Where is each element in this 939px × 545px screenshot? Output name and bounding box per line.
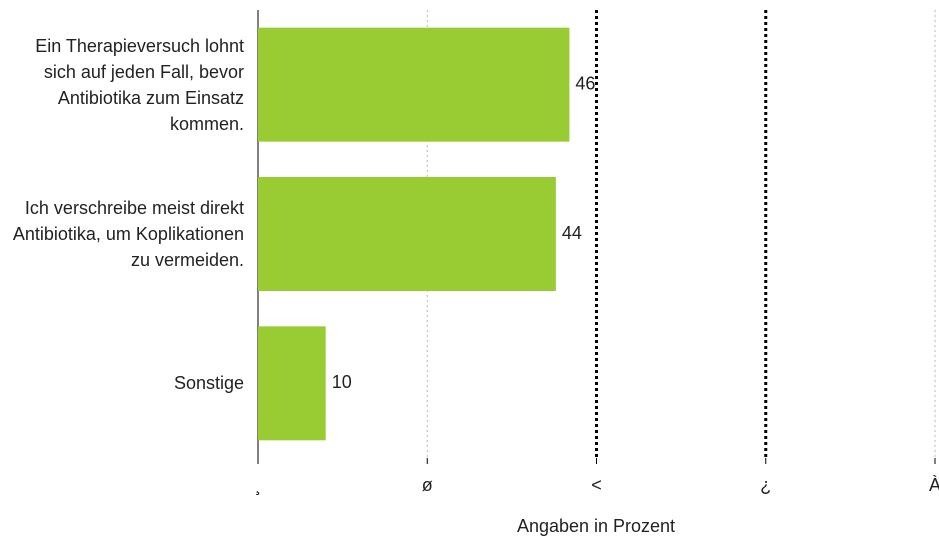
x-tick-label: ø [422,475,433,495]
bar [258,326,326,441]
y-tick-label: Ein Therapieversuch lohnt sich auf jeden… [35,35,244,134]
x-axis-label: Angaben in Prozent [517,516,675,536]
x-tick-label: ¿ [760,475,771,495]
y-tick-label: Ich verschreibe meist direkt Antibiotika… [12,198,244,270]
y-tick-label: Sonstige [173,373,244,394]
bar [258,27,570,142]
x-tick-label: ¸ [255,475,261,495]
bar [258,177,556,291]
x-tick-label: À [929,475,939,495]
value-label: 44 [562,223,582,243]
x-tick-label: < [591,475,602,495]
value-label: 10 [332,372,352,392]
value-label: 46 [575,73,595,93]
